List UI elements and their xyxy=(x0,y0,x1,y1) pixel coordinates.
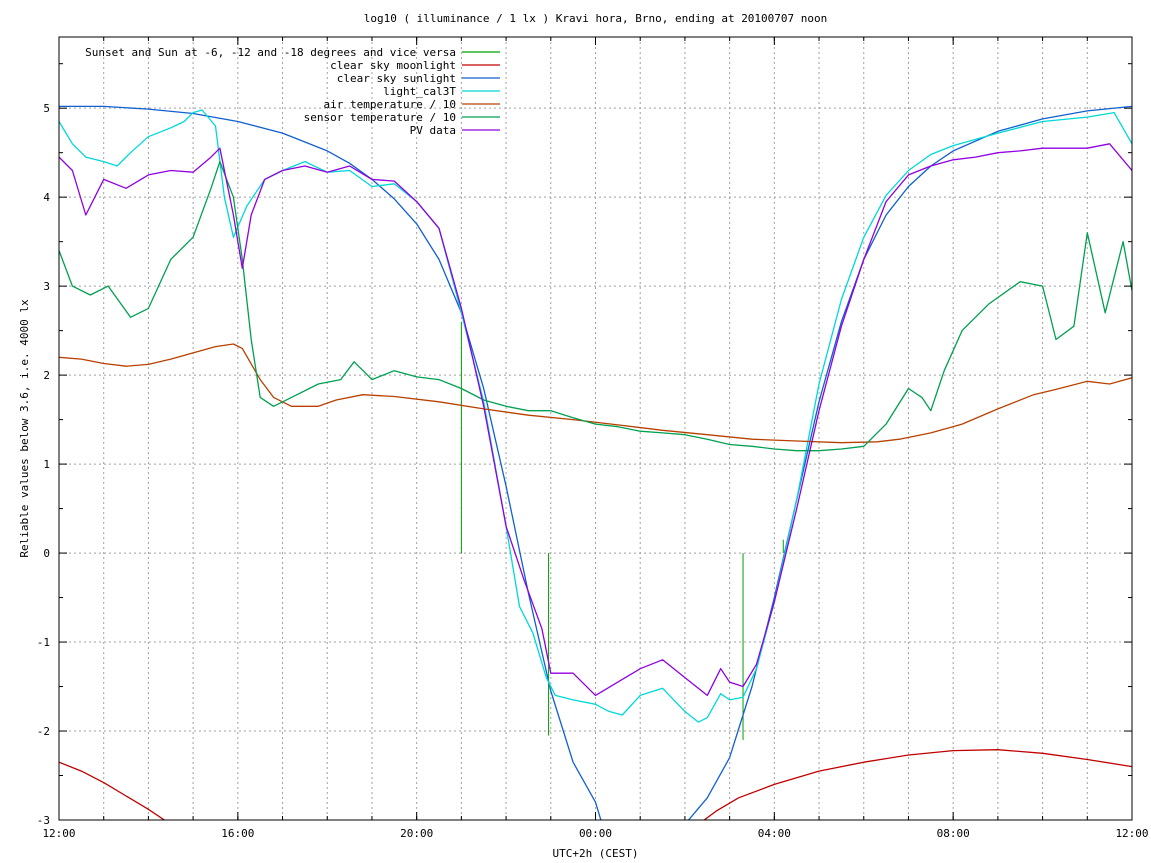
y-tick-label: 4 xyxy=(43,191,50,204)
series-layer xyxy=(59,105,1132,820)
x-tick-label: 16:00 xyxy=(221,827,254,840)
legend: Sunset and Sun at -6, -12 and -18 degree… xyxy=(85,46,500,137)
series-line-3 xyxy=(59,109,1132,723)
y-tick-label: 5 xyxy=(43,102,50,115)
legend-label: sensor temperature / 10 xyxy=(304,111,456,124)
x-tick-label: 08:00 xyxy=(937,827,970,840)
legend-label: air temperature / 10 xyxy=(324,98,456,111)
x-tick-label: 12:00 xyxy=(1115,827,1148,840)
ticks: 12:00 16:00 20:00 00:00 04:00 08:00 12:00-3-2-… xyxy=(37,37,1149,840)
y-tick-label: -3 xyxy=(37,814,50,827)
series-line-6 xyxy=(59,143,1132,697)
y-tick-label: 2 xyxy=(43,369,50,382)
legend-label: clear sky sunlight xyxy=(337,72,456,85)
y-tick-label: -1 xyxy=(37,636,50,649)
y-tick-label: 3 xyxy=(43,280,50,293)
legend-label: clear sky moonlight xyxy=(330,59,456,72)
x-tick-label: 00:00 xyxy=(579,827,612,840)
series-line-1 xyxy=(59,749,1132,820)
series-line-2 xyxy=(59,105,1132,820)
x-tick-label: 04:00 xyxy=(758,827,791,840)
y-tick-label: 0 xyxy=(43,547,50,560)
x-tick-label: 20:00 xyxy=(400,827,433,840)
legend-label: Sunset and Sun at -6, -12 and -18 degree… xyxy=(85,46,456,59)
y-tick-label: -2 xyxy=(37,725,50,738)
y-tick-label: 1 xyxy=(43,458,50,471)
x-tick-label: 12:00 xyxy=(42,827,75,840)
legend-label: PV data xyxy=(410,124,456,137)
chart-title: log10 ( illuminance / 1 lx ) Kravi hora,… xyxy=(364,12,828,25)
legend-label: light_cal3T xyxy=(383,85,456,98)
grid xyxy=(59,37,1132,820)
y-axis-label: Reliable values below 3.6, i.e. 4000 lx xyxy=(18,299,31,558)
x-axis-label: UTC+2h (CEST) xyxy=(552,847,638,860)
